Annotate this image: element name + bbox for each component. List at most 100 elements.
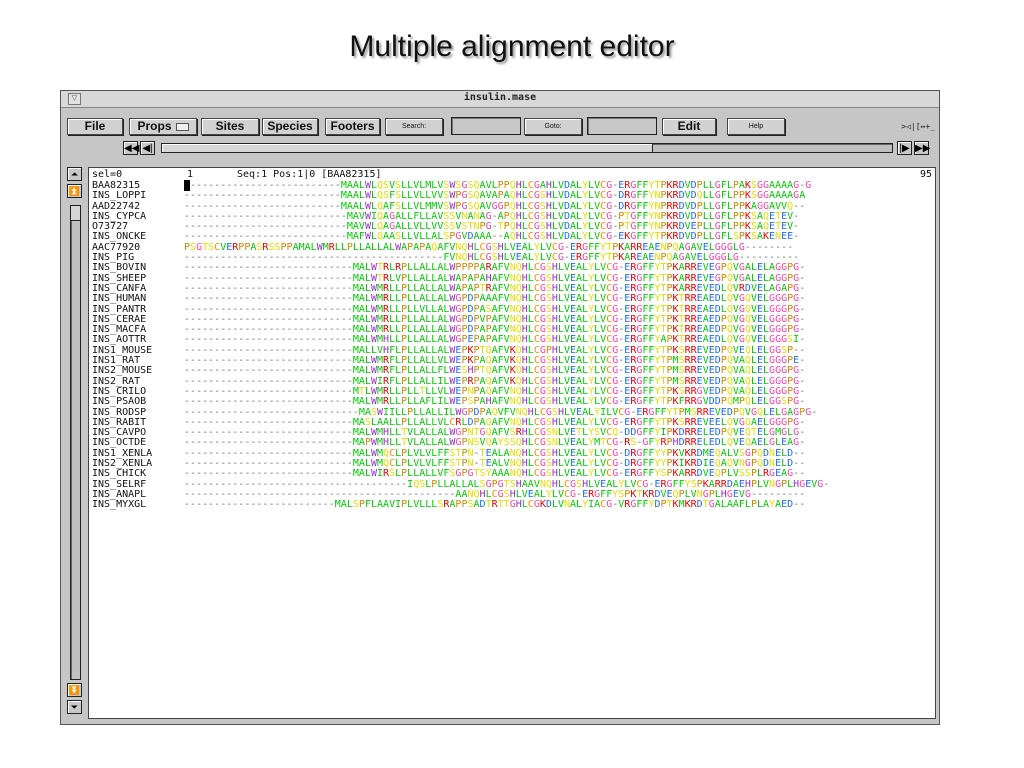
- scroll-bottom-icon[interactable]: ⏷: [67, 700, 82, 714]
- sequence-row[interactable]: ----------------------------MALWMRLLPLLA…: [184, 293, 806, 305]
- sequence-name[interactable]: INS2_MOUSE: [92, 365, 153, 377]
- vertical-scroll-thumb[interactable]: [71, 206, 80, 221]
- edit-button[interactable]: Edit: [662, 118, 716, 135]
- sequence-row[interactable]: --------------------------MAALWLQAFSLLVL…: [184, 200, 806, 212]
- sequence-row[interactable]: ----------------------------------------…: [184, 252, 800, 264]
- sequence-name[interactable]: INS_AOTTR: [92, 334, 147, 346]
- sequence-name[interactable]: INS_PIG: [92, 252, 135, 264]
- scroll-left-icon[interactable]: ◀|: [140, 141, 155, 155]
- sequence-row[interactable]: ----------------------------MALWMQCLPLVL…: [184, 458, 806, 470]
- search-input[interactable]: [451, 117, 521, 135]
- vertical-scroll-track[interactable]: [70, 205, 81, 680]
- sequence-name[interactable]: BAA82315: [92, 180, 141, 191]
- vertical-scrollbar[interactable]: ⏶ ⏫ ⏬ ⏷: [67, 167, 83, 719]
- sequence-name[interactable]: INS_HUMAN: [92, 293, 147, 305]
- sequence-name[interactable]: INS_MYXGL: [92, 499, 147, 511]
- sequence-name[interactable]: INS1_MOUSE: [92, 344, 153, 356]
- sequence-name[interactable]: AAD22742: [92, 200, 141, 212]
- sequence-row[interactable]: ---------------------------MAFWLQAASLLVL…: [184, 231, 800, 243]
- file-menu-button[interactable]: File: [67, 118, 123, 135]
- help-button[interactable]: Help: [727, 118, 785, 135]
- goto-button[interactable]: Goto:: [524, 118, 582, 135]
- sequence-name[interactable]: INS_CYPCA: [92, 210, 147, 222]
- sequence-row[interactable]: ----------------------------MALWMRLLPLLV…: [184, 303, 806, 315]
- sequence-name[interactable]: INS_ANAPL: [92, 488, 147, 500]
- species-menu-button[interactable]: Species: [262, 118, 318, 135]
- sequence-row[interactable]: ----------------------------MASLAALLPLLA…: [184, 416, 806, 428]
- sequence-name[interactable]: INS1_XENLA: [92, 447, 153, 459]
- sequence-row[interactable]: ----------------------------MALWIRFLPLLA…: [184, 375, 806, 387]
- sequence-row[interactable]: ----------------------------MALWMHLLTVLA…: [184, 427, 806, 439]
- window-menu-icon[interactable]: ▽: [68, 93, 81, 105]
- sequence-info: Seq:1 Pos:1|0 [BAA82315]: [237, 169, 382, 180]
- sequence-row[interactable]: ----------------------------MALLVHFLPLLA…: [184, 344, 806, 356]
- sequence-row[interactable]: -------------------------MALSPFLAAVIPLVL…: [184, 499, 806, 511]
- sequence-row[interactable]: ----------------------------MALWMRFLPLLA…: [184, 355, 806, 367]
- horizontal-scroll-track[interactable]: [161, 143, 893, 153]
- sequence-row[interactable]: ----------------------------MALWIRSLPLLA…: [184, 468, 806, 480]
- window-controls[interactable]: >◁|[↔+_: [901, 122, 935, 131]
- sequence-name[interactable]: INS_LOPPI: [92, 190, 147, 202]
- sequence-row[interactable]: ----------------------------MALWMHLLPLLA…: [184, 334, 806, 346]
- sequence-name[interactable]: INS_CANFA: [92, 282, 147, 294]
- sequence-name[interactable]: O73727: [92, 221, 129, 233]
- sequence-row[interactable]: ----------------------------MALWMRLLPLLA…: [184, 396, 806, 408]
- sequence-alignment[interactable]: -------------------------MAALWLQSVSLLVLM…: [184, 180, 934, 511]
- sequence-name[interactable]: INS_PSAOB: [92, 396, 147, 408]
- scroll-fast-right-icon[interactable]: ▶▶: [914, 141, 931, 155]
- sequence-row[interactable]: PSGTSCVERPPASRSSPPAMALWMRLLPLLALLALWAPAP…: [184, 241, 794, 253]
- sequence-row[interactable]: ----------------------------MAPWMHLLTVLA…: [184, 437, 806, 449]
- position-number: 1: [187, 169, 194, 180]
- sequence-name[interactable]: INS_CERAE: [92, 313, 147, 325]
- sequence-row[interactable]: ----------------------------MALWTRLVPLLA…: [184, 272, 806, 284]
- sequence-row[interactable]: -------------------------MAALWLQSVSLLVLM…: [184, 180, 934, 191]
- sequence-row[interactable]: -------------------------------------IQS…: [184, 478, 830, 490]
- sequence-name[interactable]: AAC77920: [92, 241, 141, 253]
- sequence-row[interactable]: --------------------------MAALWLQSFSLLVL…: [184, 190, 806, 202]
- sequence-names: BAA82315 INS_LOPPI AAD22742 INS_CYPCA O73727…: [92, 180, 182, 511]
- sequence-name[interactable]: INS2_XENLA: [92, 458, 153, 470]
- sequence-name[interactable]: INS_SHEEP: [92, 272, 147, 284]
- props-menu-button[interactable]: Props: [129, 118, 197, 135]
- sequence-row[interactable]: ----------------------------MALWTRLRPLLA…: [184, 262, 806, 274]
- scroll-right-icon[interactable]: |▶: [897, 141, 912, 155]
- sequence-name[interactable]: INS2_RAT: [92, 375, 141, 387]
- sequence-row[interactable]: ----------------------------MALWMRLLPLLA…: [184, 282, 806, 294]
- sequence-name[interactable]: INS_OCTDE: [92, 437, 147, 449]
- window-title: insulin.mase: [463, 92, 537, 103]
- sequence-name[interactable]: INS_CHICK: [92, 468, 147, 480]
- sequence-row[interactable]: -----------------------------MASWIILLPLL…: [184, 406, 818, 418]
- horizontal-scroll-thumb[interactable]: [162, 144, 653, 152]
- sequence-name[interactable]: INS_MACFA: [92, 324, 147, 336]
- sequence-name[interactable]: INS_RABIT: [92, 416, 147, 428]
- alignment-panel[interactable]: sel=0 1 Seq:1 Pos:1|0 [BAA82315] 95 BAA8…: [88, 167, 936, 719]
- sequence-name[interactable]: INS_CRILO: [92, 385, 147, 397]
- sequence-name[interactable]: INS1_RAT: [92, 355, 141, 367]
- sequence-name[interactable]: INS_CAVPO: [92, 427, 147, 439]
- scroll-fast-left-icon[interactable]: ◀◀: [123, 141, 140, 155]
- footers-menu-button[interactable]: Footers: [325, 118, 380, 135]
- sequence-row[interactable]: ----------------------------MALWMRLLPLLA…: [184, 313, 806, 325]
- sequence-name[interactable]: INS_ONCKE: [92, 231, 147, 243]
- horizontal-scrollbar[interactable]: ◀◀ ◀| |▶ ▶▶: [61, 138, 939, 156]
- search-button[interactable]: Search:: [385, 118, 443, 135]
- sequence-row[interactable]: ----------------------------MALWMRFLPLLA…: [184, 365, 806, 377]
- sequence-row[interactable]: ----------------------------------------…: [184, 488, 806, 500]
- scroll-top-icon[interactable]: ⏶: [67, 167, 82, 181]
- scroll-page-up-icon[interactable]: ⏫: [67, 184, 82, 198]
- sites-menu-button[interactable]: Sites: [201, 118, 259, 135]
- sequence-name[interactable]: INS_SELRF: [92, 478, 147, 490]
- sequence-row[interactable]: ----------------------------MTLWMRLLPLLT…: [184, 385, 806, 397]
- sequence-name[interactable]: INS_RODSP: [92, 406, 147, 418]
- scroll-page-down-icon[interactable]: ⏬: [67, 683, 82, 697]
- sequence-name[interactable]: INS_BOVIN: [92, 262, 147, 274]
- sequence-row[interactable]: ----------------------------MALWMQCLPLVL…: [184, 447, 806, 459]
- sequence-row[interactable]: ---------------------------MAVWIQAGALLFL…: [184, 210, 800, 222]
- goto-input[interactable]: [587, 117, 657, 135]
- selection-count: sel=0: [92, 169, 123, 180]
- sequence-name[interactable]: INS_PANTR: [92, 303, 147, 315]
- sequence-row[interactable]: ---------------------------MAVWLQAGALLVL…: [184, 221, 800, 233]
- toolbar: File Props Sites Species Footers Search:…: [61, 108, 939, 136]
- sequence-row[interactable]: ----------------------------MALWMRLLPLLA…: [184, 324, 806, 336]
- props-label: Props: [137, 119, 172, 133]
